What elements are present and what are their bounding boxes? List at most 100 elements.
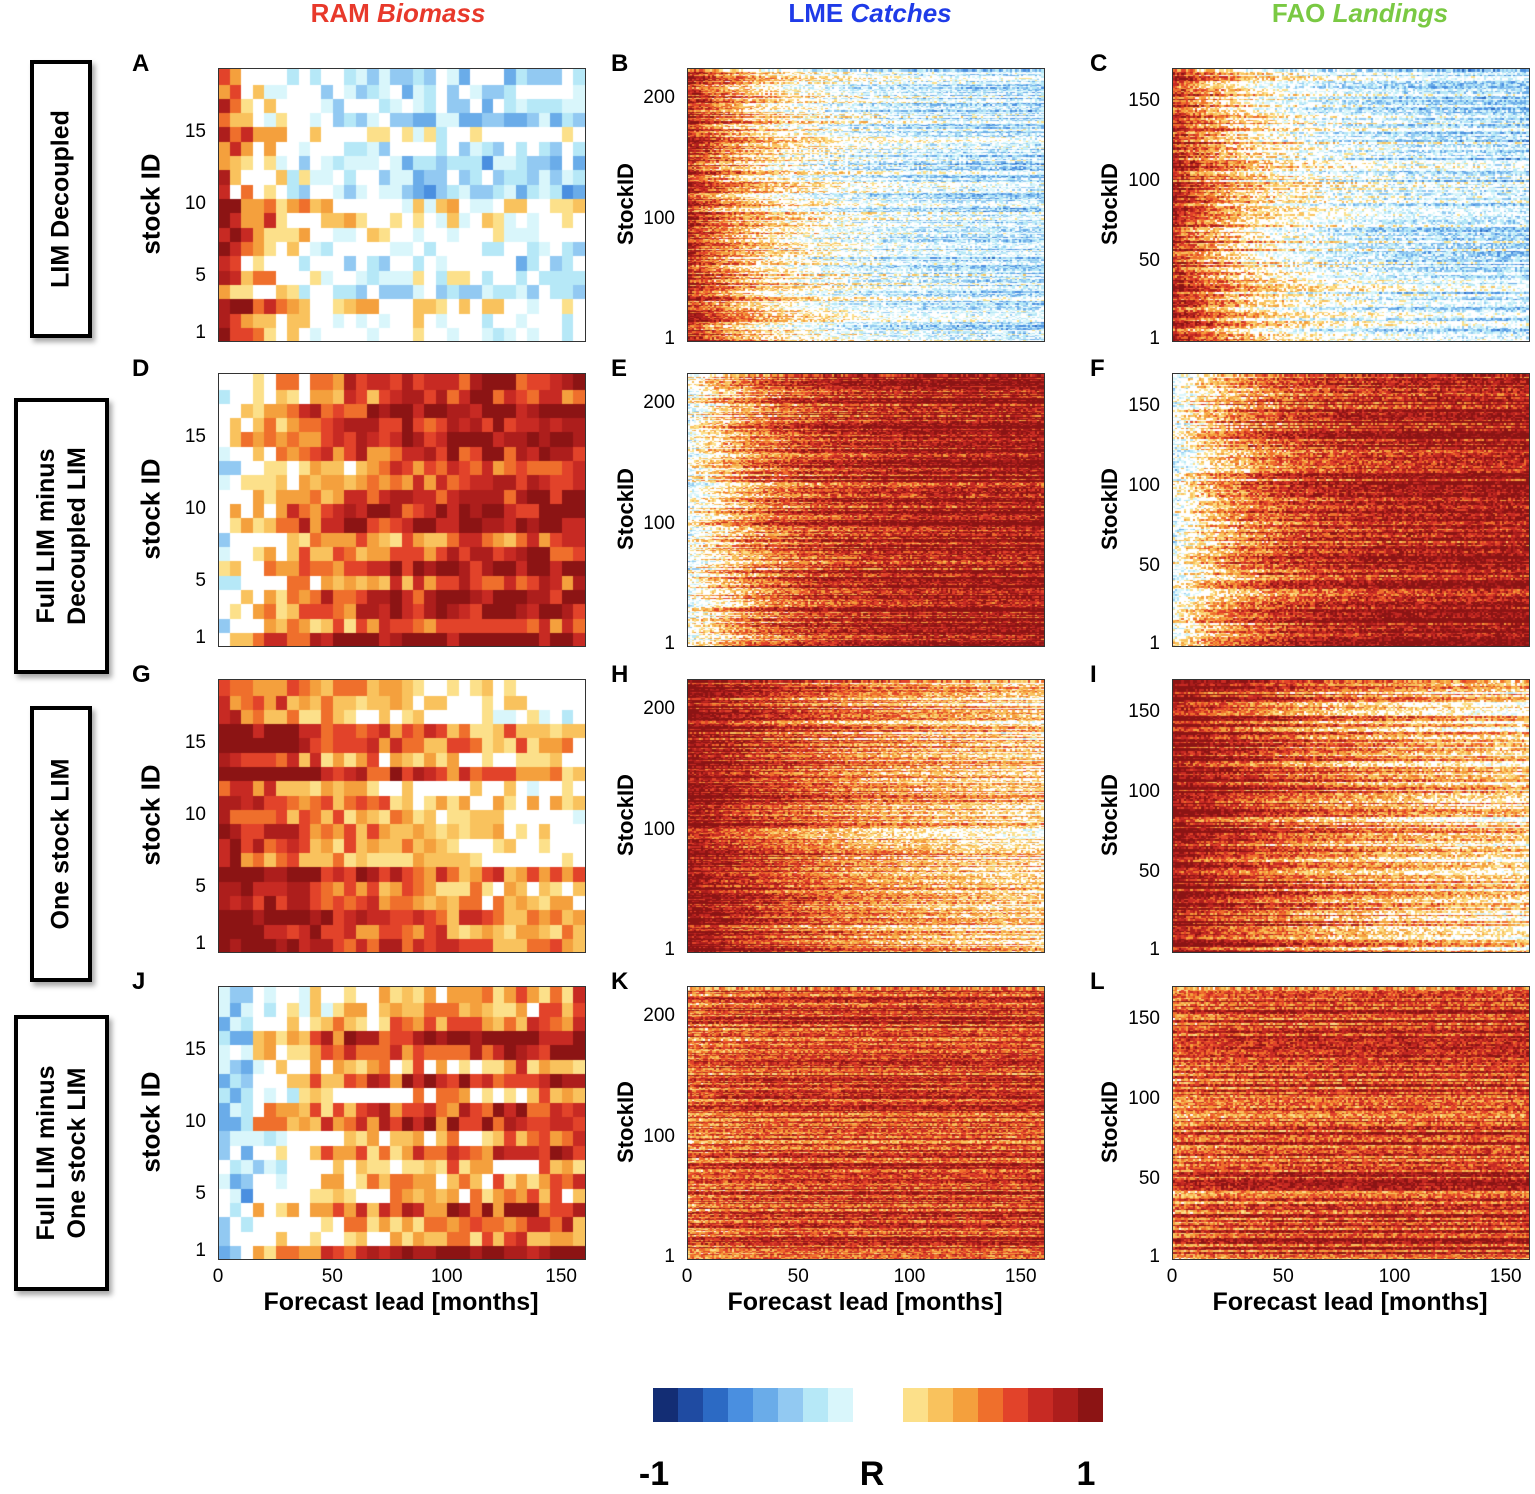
y-tick-label: 5 [195,875,206,897]
y-tick-label: 200 [643,86,675,108]
y-tick-label: 150 [1128,394,1160,416]
y-tick-label: 5 [195,1182,206,1204]
heatmap-cells [1173,374,1529,646]
y-tick-label: 1 [1149,633,1160,655]
y-axis-label: StockID [613,468,638,550]
panel-letter: I [1090,661,1097,688]
x-axis-label: Forecast lead [months] [727,1288,1003,1316]
colorbar-segment [903,1388,928,1422]
colorbar-segment [803,1388,828,1422]
heatmap-cells [688,69,1044,341]
panel-letter: J [132,968,146,995]
x-axis-label: Forecast lead [months] [1212,1288,1488,1316]
y-tick-label: 100 [1128,1087,1160,1109]
heatmap-panel [1172,68,1530,342]
y-tick-label: 150 [1128,89,1160,111]
heatmap-panel [218,679,586,953]
x-tick-label: 50 [1272,1266,1294,1287]
y-tick-label: 10 [184,498,206,519]
row-label: Full LIM minus Decoupled LIM [31,447,93,625]
panel-letter: B [611,50,629,77]
colorbar-segment [978,1388,1003,1422]
row-label-line: One stock LIM [62,1067,91,1239]
heatmap-panel [1172,373,1530,647]
colorbar-segment [728,1388,753,1422]
row-label-line: LIM Decoupled [46,110,75,288]
colorbar-segment [928,1388,953,1422]
y-tick-label: 100 [643,819,675,841]
colorbar-segment [653,1388,678,1422]
y-tick-label: 100 [643,1126,675,1148]
heatmap-panel [1172,986,1530,1260]
column-title-plain: LME [788,0,844,28]
y-tick-label: 200 [643,697,675,719]
y-tick-label: 1 [195,321,206,343]
heatmap-panel [687,679,1045,953]
y-tick-label: 100 [1128,780,1160,802]
row-label: Full LIM minus One stock LIM [31,1066,93,1241]
y-tick-label: 50 [1138,249,1160,271]
y-tick-label: 1 [664,939,675,961]
colorbar-segment [853,1388,903,1422]
row-label: LIM Decoupled [46,110,77,288]
y-tick-label: 1 [1149,1246,1160,1268]
panel-letter: E [611,355,628,382]
colorbar-segment [703,1388,728,1422]
column-title-plain: FAO [1271,0,1326,28]
row-label-line: Full LIM minus [31,1065,60,1241]
colorbar-title: R [859,1455,885,1493]
heatmap-cells [688,987,1044,1259]
y-tick-label: 100 [643,208,675,230]
colorbar-segment [753,1388,778,1422]
x-tick-label: 0 [681,1266,693,1287]
row-label-box: LIM Decoupled [30,60,92,338]
heatmap-cells [688,680,1044,952]
colorbar-min-label: -1 [638,1455,670,1493]
heatmap-panel [218,986,586,1260]
column-title: RAM Biomass [238,0,558,30]
colorbar-segment [678,1388,703,1422]
colorbar-segment [828,1388,853,1422]
heatmap-cells [1173,680,1529,952]
y-tick-label: 15 [184,1039,206,1061]
y-tick-label: 100 [1128,169,1160,191]
y-tick-label: 100 [643,513,675,535]
y-tick-label: 10 [184,804,206,825]
heatmap-cells [1173,69,1529,341]
colorbar-segment [1028,1388,1053,1422]
panel-letter: K [611,968,629,995]
x-tick-label: 150 [545,1266,577,1287]
panel-letter: A [132,50,150,77]
colorbar-max-label: 1 [1076,1455,1096,1493]
column-title-italic: Catches [850,0,952,28]
x-tick-label: 0 [1166,1266,1178,1287]
y-tick-label: 200 [643,391,675,413]
y-tick-label: 200 [643,1004,675,1026]
y-tick-label: 1 [664,1246,675,1268]
x-tick-label: 150 [1489,1266,1522,1287]
heatmap-panel [687,373,1045,647]
x-axis-label: Forecast lead [months] [263,1288,539,1316]
y-tick-label: 15 [184,732,206,754]
x-tick-label: 50 [787,1266,809,1287]
column-title-plain: RAM [310,0,370,28]
row-label-box: Full LIM minus One stock LIM [14,1015,109,1291]
y-tick-label: 1 [1149,939,1160,961]
y-tick-label: 150 [1128,700,1160,722]
row-label-line: One stock LIM [46,758,75,930]
colorbar-segment [1003,1388,1028,1422]
heatmap-cells [1173,987,1529,1259]
row-label: One stock LIM [46,759,77,930]
y-tick-label: 50 [1138,1167,1160,1189]
heatmap-cells [688,374,1044,646]
y-tick-label: 150 [1128,1007,1160,1029]
heatmap-panel [218,68,586,342]
x-tick-label: 100 [430,1266,463,1287]
y-axis-label: StockID [613,163,638,245]
y-axis-label: StockID [613,1081,638,1163]
panel-letter: F [1090,355,1105,382]
y-tick-label: 50 [1138,554,1160,576]
y-tick-label: 15 [184,121,206,143]
heatmap-cells [219,680,585,952]
y-tick-label: 10 [184,1111,206,1132]
